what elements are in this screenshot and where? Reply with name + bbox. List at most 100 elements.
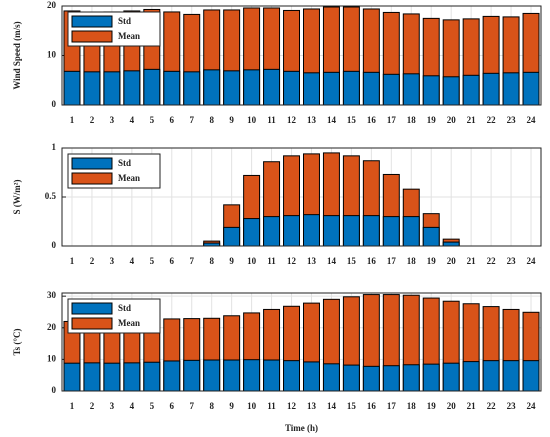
legend-swatch <box>71 15 113 28</box>
x-tick-label: 10 <box>247 401 257 411</box>
x-tick-label: 13 <box>307 115 317 125</box>
y-axis-label: Ts (°C) <box>12 328 22 355</box>
bar <box>462 361 480 392</box>
bar <box>183 359 201 392</box>
x-tick-label: 24 <box>527 401 537 411</box>
x-tick-label: 18 <box>407 115 417 125</box>
bar <box>243 218 261 247</box>
bar <box>522 360 540 392</box>
x-tick-label: 4 <box>130 256 135 266</box>
x-tick-label: 14 <box>327 256 337 266</box>
legend-label: Std <box>118 303 131 313</box>
x-tick-label: 6 <box>170 401 175 411</box>
bar <box>402 216 420 247</box>
x-axis-label: Time (h) <box>285 423 318 433</box>
x-tick-label: 3 <box>110 401 115 411</box>
x-tick-label: 17 <box>387 401 397 411</box>
bar <box>322 215 340 247</box>
y-axis-label: Wind Speed (m/s) <box>12 21 22 89</box>
x-tick-label: 4 <box>130 401 135 411</box>
bar <box>522 71 540 106</box>
x-tick-label: 21 <box>467 115 477 125</box>
axes-frame <box>61 292 542 392</box>
x-tick-label: 15 <box>347 115 357 125</box>
bar <box>163 70 181 106</box>
x-tick-label: 24 <box>527 256 537 266</box>
bar <box>283 70 301 106</box>
x-tick-label: 8 <box>209 256 214 266</box>
x-tick-label: 14 <box>327 401 337 411</box>
y-tick-label: 20 <box>47 322 57 332</box>
bar <box>482 72 500 106</box>
bar <box>362 71 380 106</box>
x-tick-label: 20 <box>447 256 457 266</box>
x-tick-label: 7 <box>189 256 194 266</box>
x-tick-label: 17 <box>387 256 397 266</box>
x-tick-label: 5 <box>150 115 155 125</box>
x-tick-label: 20 <box>447 115 457 125</box>
bar <box>283 215 301 247</box>
legend-label: Mean <box>118 31 140 41</box>
bar <box>422 363 440 392</box>
bar <box>442 76 460 106</box>
bar <box>63 362 81 392</box>
legend-label: Mean <box>118 318 140 328</box>
x-tick-label: 11 <box>267 115 276 125</box>
y-tick-label: 0 <box>52 99 57 109</box>
legend-swatch <box>71 317 113 330</box>
x-tick-label: 6 <box>170 256 175 266</box>
bar <box>382 365 400 392</box>
x-tick-label: 15 <box>347 256 357 266</box>
bar <box>442 241 460 247</box>
x-tick-label: 12 <box>287 401 297 411</box>
x-tick-label: 18 <box>407 256 417 266</box>
x-tick-label: 21 <box>467 401 477 411</box>
x-tick-label: 16 <box>367 115 377 125</box>
x-tick-label: 21 <box>467 256 477 266</box>
x-tick-label: 9 <box>229 401 234 411</box>
x-tick-label: 3 <box>110 256 115 266</box>
x-tick-label: 8 <box>209 401 214 411</box>
axes-frame <box>61 147 542 247</box>
x-tick-label: 10 <box>247 115 257 125</box>
bar <box>342 70 360 106</box>
x-tick-label: 6 <box>170 115 175 125</box>
x-tick-label: 11 <box>267 401 276 411</box>
x-tick-label: 2 <box>90 401 95 411</box>
bar <box>223 70 241 106</box>
bar <box>402 364 420 392</box>
legend-label: Std <box>118 16 131 26</box>
y-tick-label: 30 <box>47 290 57 300</box>
x-tick-label: 5 <box>150 256 155 266</box>
bar <box>362 215 380 247</box>
x-tick-label: 3 <box>110 115 115 125</box>
x-tick-label: 7 <box>189 115 194 125</box>
y-tick-label: 0.5 <box>45 191 57 201</box>
bar <box>442 362 460 392</box>
bar <box>243 69 261 106</box>
bar <box>502 72 520 106</box>
bar <box>342 215 360 247</box>
x-tick-label: 23 <box>507 401 517 411</box>
bar <box>342 364 360 392</box>
x-tick-label: 23 <box>507 256 517 266</box>
x-tick-label: 23 <box>507 115 517 125</box>
bar <box>382 216 400 247</box>
bar <box>402 73 420 106</box>
x-tick-label: 19 <box>427 401 437 411</box>
bar <box>103 71 121 106</box>
legend-swatch <box>71 302 113 315</box>
x-tick-label: 22 <box>487 256 497 266</box>
bar <box>302 72 320 106</box>
x-tick-label: 8 <box>209 115 214 125</box>
x-tick-label: 12 <box>287 256 297 266</box>
x-tick-label: 16 <box>367 401 377 411</box>
bar <box>123 362 141 392</box>
bar <box>302 214 320 247</box>
x-tick-label: 12 <box>287 115 297 125</box>
legend-swatch <box>71 30 113 43</box>
y-tick-label: 0 <box>52 240 57 250</box>
y-tick-label: 1 <box>52 142 57 152</box>
bar <box>223 359 241 392</box>
x-tick-label: 19 <box>427 115 437 125</box>
